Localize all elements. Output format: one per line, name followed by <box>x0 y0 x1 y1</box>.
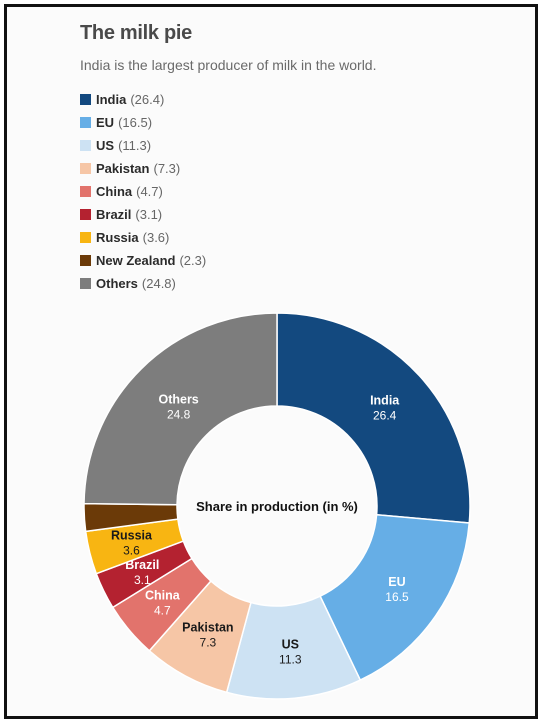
legend-value-others: (24.8) <box>141 276 176 291</box>
legend-swatch-india <box>80 94 91 105</box>
slice-value-russia: 3.6 <box>123 543 140 557</box>
legend-label-us: US <box>96 138 115 153</box>
slice-value-us: 11.3 <box>279 652 302 666</box>
legend-label-china: China <box>96 184 133 199</box>
legend-item-brazil: Brazil (3.1) <box>80 203 206 226</box>
slice-label-others: Others <box>158 392 198 406</box>
legend-label-brazil: Brazil <box>96 207 132 222</box>
legend-swatch-pakistan <box>80 163 91 174</box>
slice-value-brazil: 3.1 <box>134 573 151 587</box>
slice-label-eu: EU <box>388 575 405 589</box>
slice-value-pakistan: 7.3 <box>200 636 217 650</box>
legend-label-russia: Russia <box>96 230 139 245</box>
legend-value-pakistan: (7.3) <box>153 161 181 176</box>
chart-legend: India (26.4) EU (16.5) US (11.3) Pakistan (7.3)… <box>80 88 206 295</box>
slice-label-brazil: Brazil <box>125 558 159 572</box>
legend-item-pakistan: Pakistan (7.3) <box>80 157 206 180</box>
legend-item-new-zealand: New Zealand (2.3) <box>80 249 206 272</box>
legend-item-us: US (11.3) <box>80 134 206 157</box>
legend-item-others: Others (24.8) <box>80 272 206 295</box>
chart-subtitle: India is the largest producer of milk in… <box>80 57 377 73</box>
legend-label-new-zealand: New Zealand <box>96 253 176 268</box>
legend-item-india: India (26.4) <box>80 88 206 111</box>
legend-label-others: Others <box>96 276 138 291</box>
legend-swatch-us <box>80 140 91 151</box>
legend-swatch-others <box>80 278 91 289</box>
chart-title: The milk pie <box>80 22 192 44</box>
donut-center-label: Share in production (in %) <box>196 499 358 514</box>
legend-value-russia: (3.6) <box>142 230 170 245</box>
slice-label-pakistan: Pakistan <box>182 621 233 635</box>
slice-label-china: China <box>145 589 181 603</box>
legend-value-us: (11.3) <box>118 138 152 153</box>
slice-label-russia: Russia <box>111 528 153 542</box>
slice-value-others: 24.8 <box>167 407 191 421</box>
legend-swatch-china <box>80 186 91 197</box>
legend-value-brazil: (3.1) <box>135 207 163 222</box>
legend-item-russia: Russia (3.6) <box>80 226 206 249</box>
legend-swatch-new-zealand <box>80 255 91 266</box>
slice-value-india: 26.4 <box>373 408 397 422</box>
legend-value-india: (26.4) <box>130 92 165 107</box>
legend-label-india: India <box>96 92 127 107</box>
slice-others <box>83 312 278 506</box>
legend-label-eu: EU <box>96 115 115 130</box>
legend-item-china: China (4.7) <box>80 180 206 203</box>
legend-value-china: (4.7) <box>136 184 163 199</box>
slice-label-india: India <box>370 393 400 407</box>
legend-swatch-russia <box>80 232 91 243</box>
slice-label-us: US <box>282 637 299 651</box>
legend-swatch-brazil <box>80 209 91 220</box>
legend-item-eu: EU (16.5) <box>80 111 206 134</box>
legend-value-eu: (16.5) <box>118 115 153 130</box>
legend-swatch-eu <box>80 117 91 128</box>
slice-value-eu: 16.5 <box>385 590 409 604</box>
legend-label-pakistan: Pakistan <box>96 161 150 176</box>
legend-value-new-zealand: (2.3) <box>179 253 207 268</box>
slice-india <box>276 312 471 524</box>
slice-value-china: 4.7 <box>154 604 171 618</box>
slice-eu <box>319 513 471 682</box>
